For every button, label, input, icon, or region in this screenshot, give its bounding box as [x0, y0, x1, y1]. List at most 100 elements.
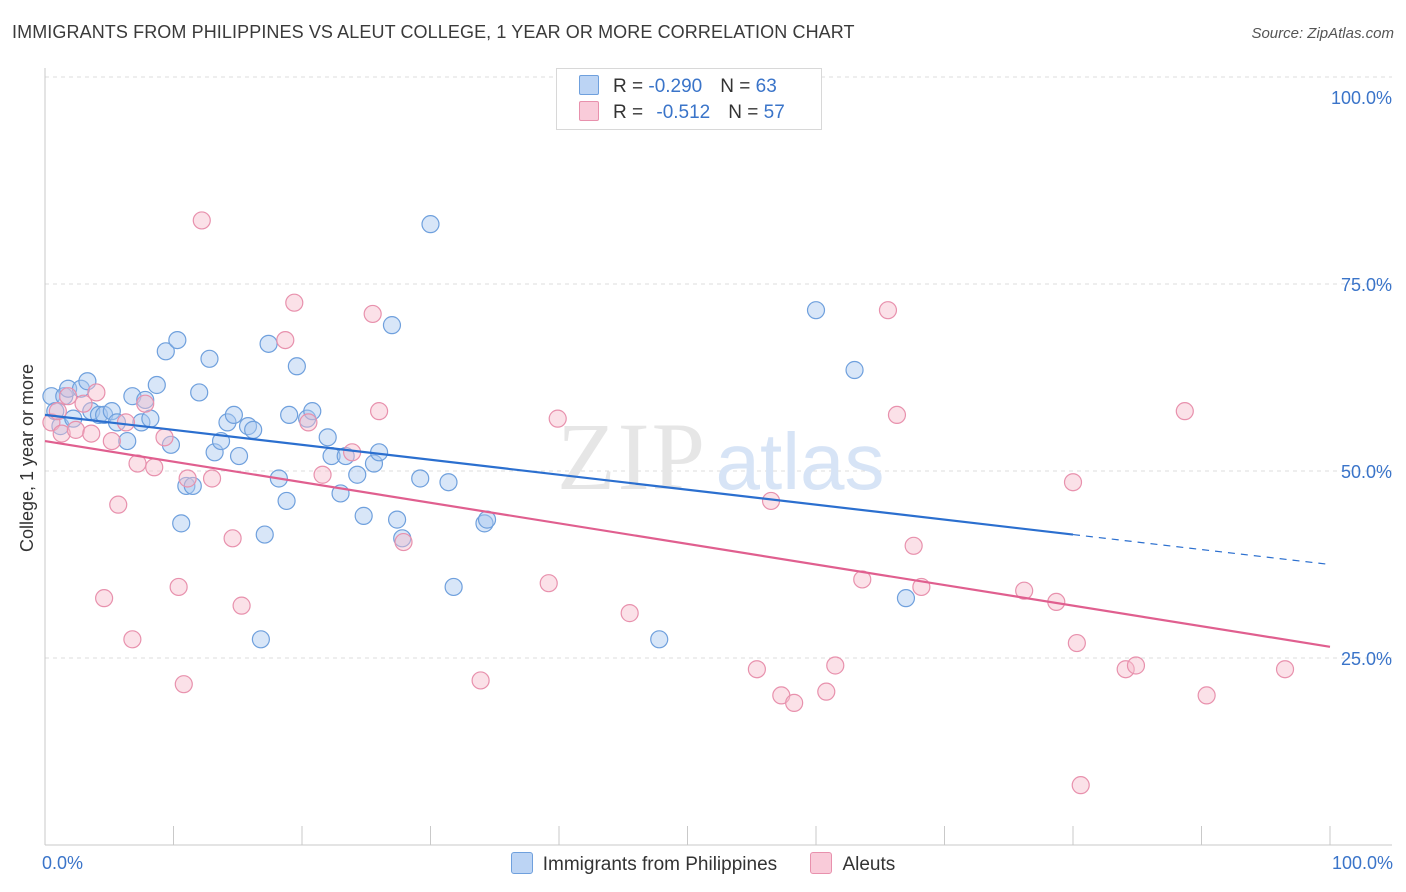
y-tick-label: 75.0%: [1341, 275, 1392, 295]
data-point: [147, 375, 166, 395]
data-point: [174, 675, 193, 694]
series-legend: Immigrants from Philippines Aleuts: [0, 852, 1406, 876]
trend-lines: [44, 413, 1331, 648]
data-point: [444, 577, 463, 597]
data-point: [411, 469, 430, 488]
data-point: [205, 443, 224, 462]
data-point: [66, 420, 85, 439]
legend-r-value: -0.290: [648, 76, 703, 97]
data-point: [229, 446, 249, 466]
watermark-atlas: atlas: [716, 417, 885, 506]
data-point: [896, 589, 916, 608]
data-point: [87, 383, 106, 402]
legend-swatch-blue: [579, 75, 599, 95]
legend-swatch-blue: [510, 852, 533, 874]
data-point: [363, 304, 382, 324]
data-point: [155, 428, 174, 447]
data-point: [826, 656, 845, 675]
data-point: [161, 435, 181, 454]
data-point: [1071, 776, 1090, 795]
legend-swatch-pink: [810, 852, 833, 874]
x-tick-label: 100.0%: [1332, 853, 1393, 873]
data-point: [887, 405, 907, 424]
data-point: [59, 387, 78, 406]
data-point: [1275, 660, 1295, 679]
chart-title: IMMIGRANTS FROM PHILIPPINES VS ALEUT COL…: [12, 22, 855, 42]
series-philippines-points: [42, 215, 916, 649]
data-point: [620, 604, 639, 623]
data-point: [280, 405, 299, 424]
data-point: [539, 574, 558, 593]
data-point: [1175, 402, 1194, 421]
legend-r-label: R =: [613, 76, 649, 97]
data-point: [348, 465, 367, 484]
data-point: [259, 334, 278, 353]
legend-r-value: -0.512: [656, 102, 711, 123]
data-point: [387, 510, 407, 529]
data-point: [168, 331, 187, 350]
data-point: [364, 454, 384, 473]
data-point: [200, 349, 219, 368]
data-point: [102, 402, 121, 421]
data-point: [251, 630, 270, 649]
data-point: [202, 469, 222, 488]
data-point: [1116, 660, 1135, 679]
trend-line-philippines-extension: [1072, 533, 1331, 566]
data-point: [136, 394, 155, 413]
x-tick-label: 0.0%: [42, 853, 83, 873]
data-point: [102, 431, 121, 451]
data-point: [178, 469, 197, 488]
legend-row-philippines: R = -0.290 N = 63: [579, 75, 777, 99]
y-tick-label: 25.0%: [1341, 649, 1392, 669]
source-label: Source: ZipAtlas.com: [1251, 25, 1394, 42]
data-point: [548, 409, 567, 428]
legend-r-label: R =: [613, 102, 649, 123]
data-point: [318, 428, 337, 447]
legend-n-label: N =: [728, 102, 764, 123]
data-point: [1126, 656, 1146, 675]
data-point: [747, 660, 766, 679]
data-point: [287, 357, 306, 376]
data-point: [145, 458, 164, 477]
stats-legend: R = -0.290 N = 63 R = -0.512 N = 57: [556, 68, 822, 130]
trend-line-philippines: [44, 413, 1074, 536]
data-point: [1197, 686, 1216, 705]
legend-n-value: 63: [755, 76, 777, 97]
data-point: [421, 215, 440, 234]
data-point: [650, 630, 669, 649]
data-point: [370, 402, 389, 421]
data-point: [394, 532, 413, 552]
data-point: [52, 424, 71, 443]
data-point: [95, 589, 114, 608]
data-point: [116, 413, 136, 432]
data-point: [1067, 633, 1086, 653]
y-tick-labels: 25.0% 50.0% 75.0% 100.0%: [1331, 88, 1392, 669]
legend-row-aleuts: R = -0.512 N = 57: [579, 101, 785, 125]
data-point: [118, 431, 137, 451]
watermark: ZIP atlas: [557, 403, 884, 510]
data-point: [224, 405, 243, 424]
data-point: [82, 424, 101, 443]
data-point: [156, 342, 175, 361]
data-point: [59, 379, 78, 398]
legend-swatch-pink: [579, 101, 599, 121]
data-point: [74, 394, 93, 413]
y-tick-label: 100.0%: [1331, 88, 1392, 108]
data-point: [109, 495, 128, 514]
data-point: [313, 465, 332, 484]
data-point: [177, 476, 196, 496]
data-point: [439, 473, 458, 492]
data-point: [299, 413, 318, 432]
data-point: [232, 596, 251, 615]
data-point: [471, 671, 490, 690]
legend-item-philippines: Immigrants from Philippines: [510, 852, 777, 876]
y-tick-label: 50.0%: [1341, 462, 1392, 482]
data-point: [303, 402, 322, 421]
data-point: [276, 331, 295, 350]
x-tick-labels: 0.0% 100.0%: [42, 853, 1393, 873]
data-point: [223, 529, 242, 548]
data-point: [277, 491, 296, 511]
data-point: [169, 577, 188, 597]
legend-item-aleuts: Aleuts: [810, 852, 895, 876]
